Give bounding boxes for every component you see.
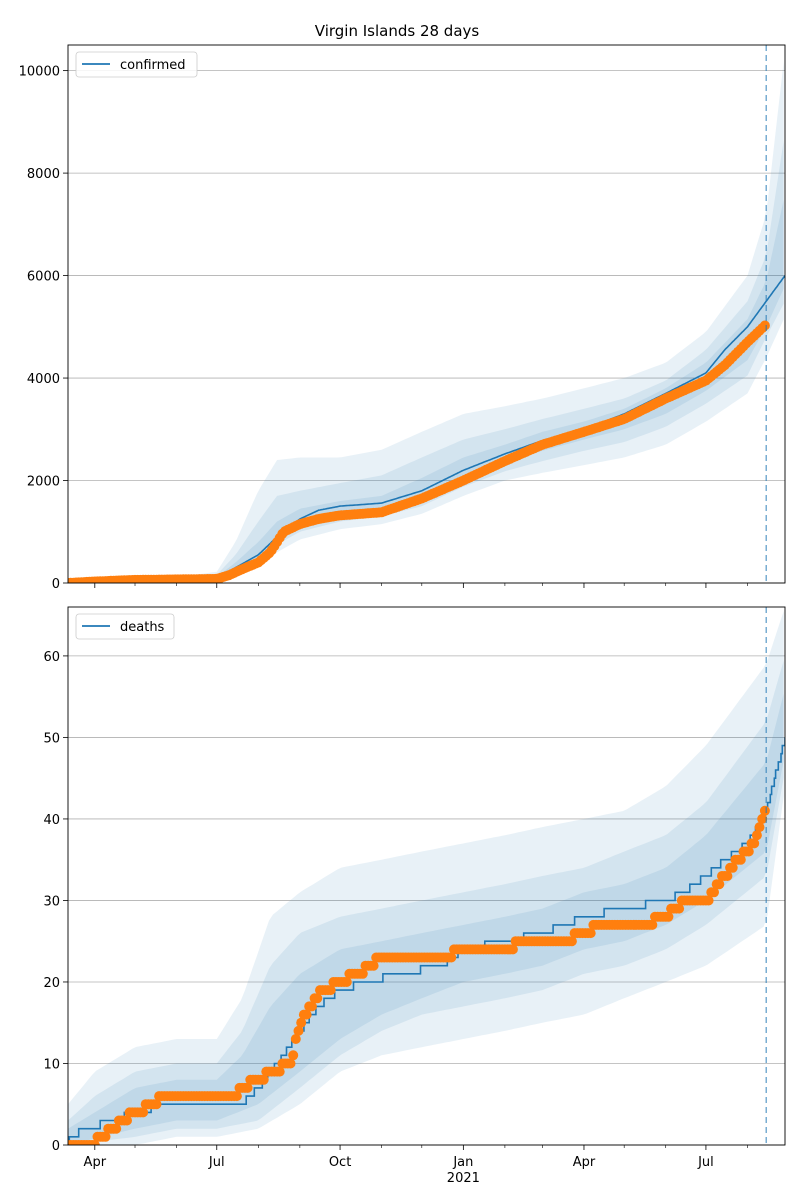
observed-point bbox=[306, 1001, 317, 1012]
confirmed-panel: 0 2000 4000 6000 8000 10000 confirmed bbox=[19, 44, 786, 592]
x-tick-label: Jul bbox=[697, 1155, 714, 1170]
observed-point bbox=[674, 903, 685, 914]
observed-point bbox=[138, 1107, 149, 1118]
observed-point bbox=[446, 952, 457, 963]
observed-point bbox=[341, 977, 352, 987]
legend-box bbox=[75, 51, 198, 78]
observed-point bbox=[368, 960, 379, 971]
fit-line bbox=[68, 737, 785, 1145]
y-tick-label: 60 bbox=[43, 650, 60, 665]
observed-point bbox=[722, 871, 733, 881]
y-tick-label: 20 bbox=[43, 976, 60, 991]
x-tick-label: Apr bbox=[573, 1155, 596, 1170]
axes-frame bbox=[67, 606, 786, 1146]
observed-point bbox=[242, 1082, 253, 1093]
observed-point bbox=[100, 1131, 111, 1142]
observed-point bbox=[111, 1123, 122, 1134]
x-tick-label: Apr bbox=[84, 1155, 107, 1170]
observed-point bbox=[714, 879, 725, 890]
x-tick-label: Jan bbox=[452, 1155, 473, 1170]
observed-point bbox=[325, 985, 336, 996]
y-tick-label: 50 bbox=[43, 731, 60, 746]
observed-point bbox=[258, 1074, 269, 1085]
observed-point bbox=[749, 838, 760, 849]
shared-x-axis: Apr Jul Oct Jan Apr Jul 2021 bbox=[84, 1155, 714, 1186]
observed-point bbox=[566, 936, 577, 947]
legend: deaths bbox=[75, 613, 175, 640]
x-tick-label: Oct bbox=[329, 1155, 351, 1170]
band-outer bbox=[68, 61, 784, 583]
observed-point bbox=[709, 887, 719, 898]
observed-point bbox=[727, 862, 738, 873]
band-inner bbox=[68, 693, 784, 1145]
observed-point bbox=[288, 1050, 299, 1061]
observed-point bbox=[751, 830, 762, 841]
y-tick-label: 0 bbox=[52, 1139, 60, 1154]
plot-area bbox=[68, 611, 785, 1145]
deaths-panel: 0 10 20 30 40 50 60 deaths bbox=[43, 606, 786, 1154]
observed-point bbox=[312, 993, 323, 1004]
band-middle bbox=[68, 660, 784, 1145]
observed-point bbox=[759, 805, 770, 816]
observed-point bbox=[585, 928, 596, 939]
observed-point bbox=[301, 1009, 312, 1020]
observed-point bbox=[743, 846, 754, 857]
y-tick-label: 2000 bbox=[27, 475, 60, 490]
y-tick-label: 0 bbox=[52, 577, 60, 592]
observed-point bbox=[151, 1099, 162, 1110]
observed-point bbox=[296, 1017, 307, 1028]
observed-point bbox=[647, 919, 658, 930]
observed-point bbox=[293, 1025, 304, 1036]
legend-box bbox=[75, 613, 175, 640]
observed-point bbox=[122, 1115, 132, 1126]
y-tick-label: 40 bbox=[43, 813, 60, 828]
y-tick-label: 10 bbox=[43, 1057, 60, 1072]
y-tick-label: 4000 bbox=[27, 372, 60, 387]
observed-point bbox=[663, 911, 674, 922]
observed-point bbox=[735, 854, 746, 865]
observed-point bbox=[757, 813, 768, 824]
y-tick-label: 30 bbox=[43, 894, 60, 909]
legend-label: deaths bbox=[120, 620, 165, 635]
axes-frame bbox=[67, 44, 786, 584]
observed-point bbox=[754, 822, 765, 833]
y-tick-label: 8000 bbox=[27, 167, 60, 182]
band-outer bbox=[68, 611, 784, 1145]
observed-point bbox=[357, 968, 368, 979]
y-tick-label: 10000 bbox=[19, 65, 60, 80]
observed-point bbox=[285, 1058, 296, 1069]
x-year-label: 2021 bbox=[447, 1171, 480, 1186]
chart-title: Virgin Islands 28 days bbox=[315, 22, 480, 40]
x-tick-label: Jul bbox=[208, 1155, 225, 1170]
observed-point bbox=[231, 1091, 242, 1102]
observed-point bbox=[759, 320, 770, 331]
legend-label: confirmed bbox=[120, 58, 186, 73]
observed-point bbox=[703, 895, 714, 906]
observed-point bbox=[507, 944, 518, 955]
plot-area bbox=[68, 61, 785, 583]
observed-point bbox=[290, 1034, 301, 1044]
observed-point bbox=[274, 1066, 285, 1077]
legend: confirmed bbox=[75, 51, 198, 78]
y-tick-label: 6000 bbox=[27, 270, 60, 285]
